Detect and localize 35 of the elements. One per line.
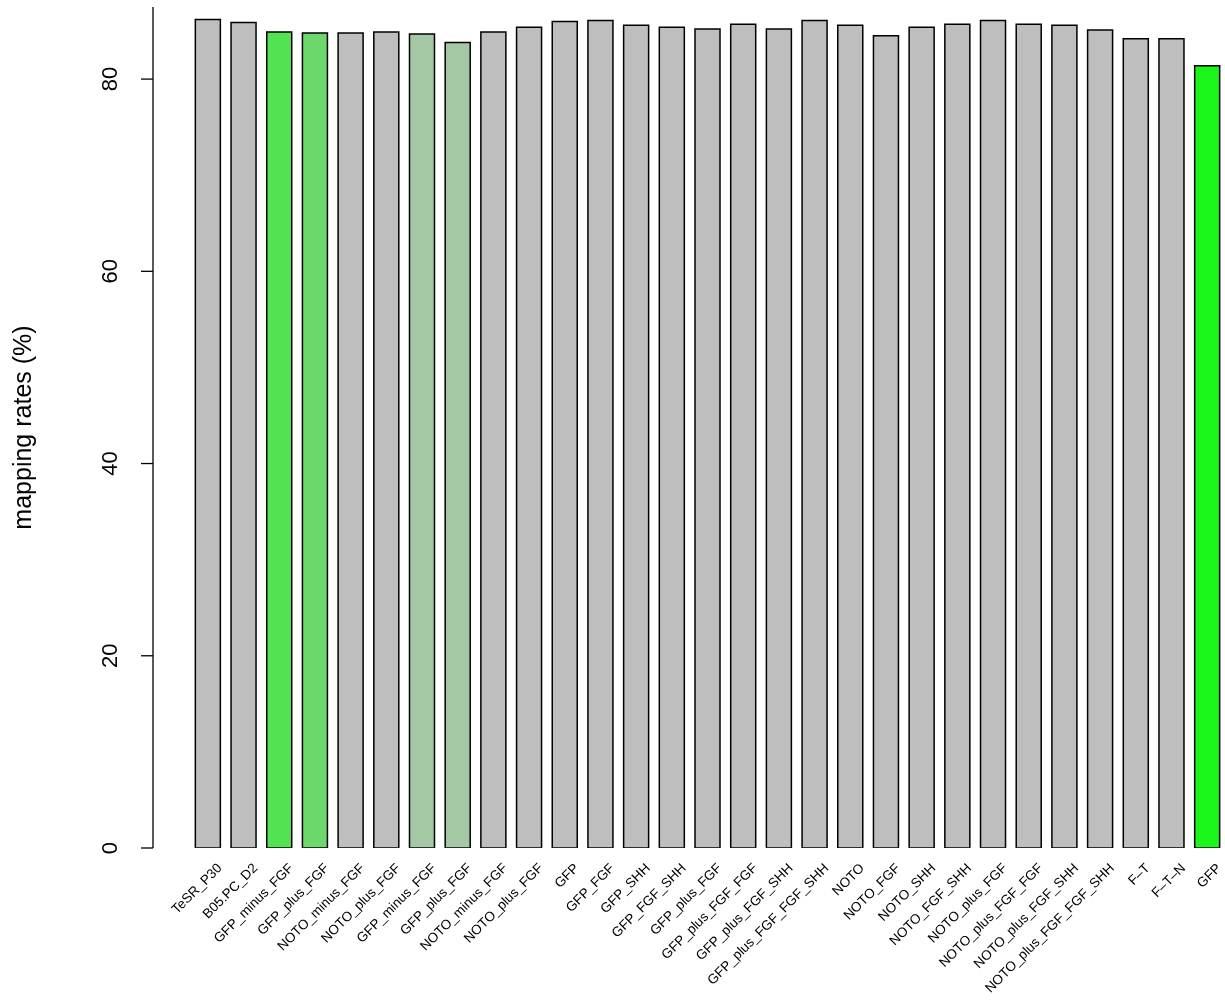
bar [301, 32, 329, 848]
bar [1193, 64, 1221, 848]
bar [1122, 37, 1150, 848]
bar [944, 23, 971, 848]
y-tick-label: 20 [97, 643, 122, 669]
bar [658, 26, 686, 848]
bar [265, 31, 293, 848]
bar [194, 18, 222, 848]
bar [872, 35, 900, 848]
bar [444, 41, 471, 848]
bar [837, 24, 864, 848]
bar [480, 31, 507, 848]
bar [230, 21, 257, 848]
bar [729, 23, 757, 848]
bar [551, 20, 578, 848]
y-tick-label: 40 [97, 451, 122, 476]
bar [515, 26, 543, 848]
y-tick-label: 60 [97, 259, 122, 284]
bar [1086, 29, 1114, 848]
y-tick-label: 80 [97, 66, 122, 92]
bar [979, 19, 1007, 848]
bar [801, 19, 828, 848]
bar [337, 32, 364, 848]
y-tick-label: 0 [97, 841, 122, 855]
bar [587, 19, 614, 848]
bar [1015, 23, 1042, 848]
bar [408, 33, 436, 848]
y-axis-title: mapping rates (%) [7, 325, 36, 530]
bar [765, 28, 793, 848]
bar [373, 31, 400, 848]
bar [1158, 37, 1185, 848]
bar [908, 26, 935, 848]
bar [1051, 24, 1078, 848]
bar [622, 24, 650, 848]
bar [694, 28, 721, 848]
